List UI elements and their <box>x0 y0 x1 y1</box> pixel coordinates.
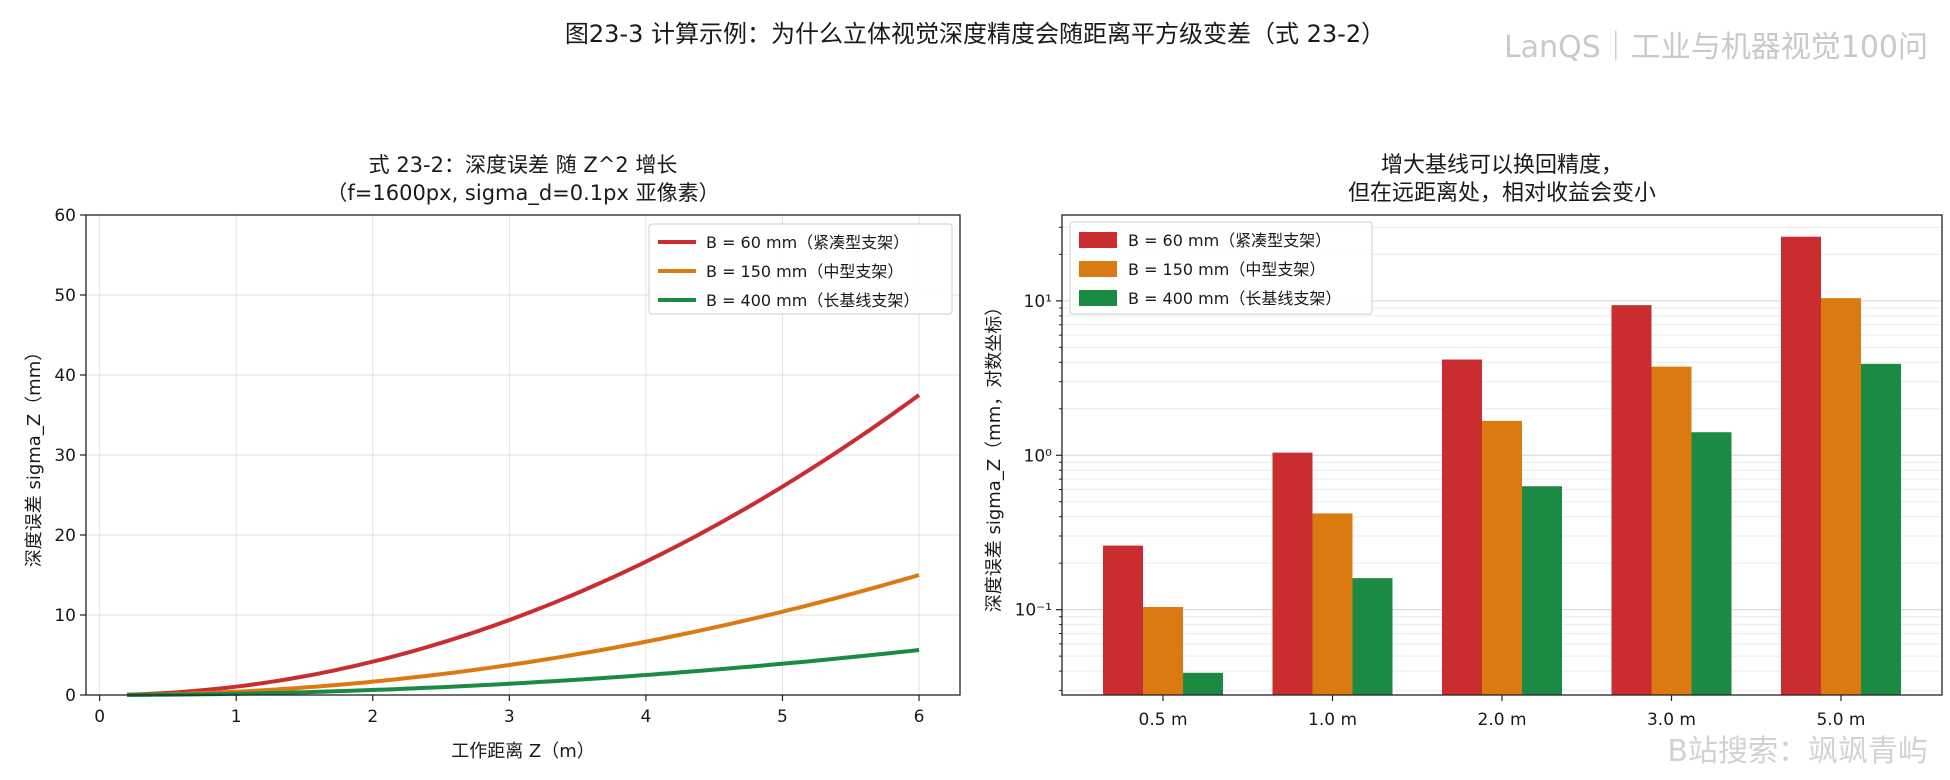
chart-left: 式 23-2：深度误差 随 Z^2 增长 （f=1600px, sigma_d=… <box>24 153 961 762</box>
left-legend-label-0: B = 60 mm（紧凑型支架） <box>706 233 909 252</box>
left-x-tick-label: 2 <box>367 707 378 727</box>
right-bar-1-2 <box>1352 578 1393 695</box>
chart-right: 增大基线可以换回精度， 但在远距离处，相对收益会变小 10⁻¹ 10⁰ 10¹ 0.5… <box>984 153 1943 730</box>
left-series-lines <box>126 393 921 697</box>
watermark-top: LanQS｜工业与机器视觉100问 <box>1503 30 1928 65</box>
right-x-tick-label: 2.0 m <box>1478 710 1527 730</box>
left-x-tick-label: 5 <box>777 707 788 727</box>
left-chart-title: 式 23-2：深度误差 随 Z^2 增长 <box>369 153 678 177</box>
right-bar-4-0 <box>1780 236 1821 695</box>
right-bars <box>1103 236 1901 695</box>
right-bar-1-1 <box>1312 513 1353 695</box>
right-legend-swatch-1 <box>1079 261 1117 277</box>
left-x-tick-label: 1 <box>231 707 242 727</box>
right-legend-label-2: B = 400 mm（长基线支架） <box>1128 289 1341 308</box>
left-legend-box <box>648 223 953 315</box>
right-bar-0-2 <box>1183 672 1224 695</box>
right-y-tick-label: 10⁻¹ <box>1015 601 1052 621</box>
left-x-axis-label: 工作距离 Z（m） <box>451 741 595 762</box>
right-legend-swatch-2 <box>1079 290 1117 306</box>
right-bar-0-1 <box>1143 607 1184 695</box>
left-y-tick-label: 30 <box>54 446 76 466</box>
left-series-line-1 <box>126 573 920 697</box>
right-y-axis-label: 深度误差 sigma_Z（mm，对数坐标） <box>984 298 1005 613</box>
right-chart-title: 增大基线可以换回精度， <box>1381 153 1623 178</box>
right-bar-0-0 <box>1103 545 1144 695</box>
left-x-tick-label: 3 <box>504 707 515 727</box>
right-axis-ticks: 10⁻¹ 10⁰ 10¹ 0.5 m 1.0 m 2.0 m 3.0 m 5.0 m <box>1015 226 1865 730</box>
right-chart-subtitle: 但在远距离处，相对收益会变小 <box>1348 181 1656 206</box>
left-y-tick-label: 20 <box>54 526 76 546</box>
left-y-axis-label: 深度误差 sigma_Z（mm） <box>24 343 45 568</box>
figure-title: 图23-3 计算示例：为什么立体视觉深度精度会随距离平方级变差（式 23-2） <box>564 20 1386 48</box>
left-x-tick-label: 6 <box>914 707 925 727</box>
right-y-tick-label: 10¹ <box>1024 292 1052 312</box>
right-bar-4-2 <box>1860 363 1901 695</box>
right-x-tick-label: 0.5 m <box>1139 710 1188 730</box>
left-y-tick-label: 60 <box>54 206 76 226</box>
left-series-line-0 <box>126 393 921 697</box>
right-legend-label-1: B = 150 mm（中型支架） <box>1128 260 1325 279</box>
left-y-tick-label: 0 <box>65 686 76 706</box>
right-legend-label-0: B = 60 mm（紧凑型支架） <box>1128 231 1331 250</box>
left-y-tick-label: 40 <box>54 366 76 386</box>
watermark-bottom: B站搜索：飒飒青屿 <box>1667 734 1928 769</box>
right-bar-1-0 <box>1272 452 1313 695</box>
right-bar-2-2 <box>1522 486 1562 695</box>
right-legend-box <box>1069 221 1373 315</box>
left-legend-label-1: B = 150 mm（中型支架） <box>706 262 903 281</box>
right-legend: B = 60 mm（紧凑型支架） B = 150 mm（中型支架） B = 400 … <box>1069 221 1373 315</box>
left-x-tick-label: 4 <box>640 707 651 727</box>
left-chart-subtitle: （f=1600px, sigma_d=0.1px 亚像素） <box>326 181 719 206</box>
right-bar-3-0 <box>1611 305 1652 695</box>
left-legend-label-2: B = 400 mm（长基线支架） <box>706 291 919 310</box>
right-legend-swatch-0 <box>1079 232 1117 248</box>
left-y-tick-label: 10 <box>54 606 76 626</box>
left-legend: B = 60 mm（紧凑型支架） B = 150 mm（中型支架） B = 400 … <box>648 223 953 315</box>
left-y-tick-label: 50 <box>54 286 76 306</box>
right-bar-3-2 <box>1691 432 1732 695</box>
right-x-tick-label: 3.0 m <box>1647 710 1696 730</box>
right-bar-4-1 <box>1820 298 1861 695</box>
right-y-tick-label: 10⁰ <box>1024 446 1053 466</box>
left-series-line-2 <box>126 648 920 697</box>
right-bar-2-0 <box>1442 359 1482 695</box>
right-bar-3-1 <box>1651 366 1692 695</box>
left-x-tick-label: 0 <box>94 707 105 727</box>
right-x-tick-label: 5.0 m <box>1816 710 1865 730</box>
right-x-tick-label: 1.0 m <box>1308 710 1357 730</box>
right-bar-2-1 <box>1482 420 1522 695</box>
